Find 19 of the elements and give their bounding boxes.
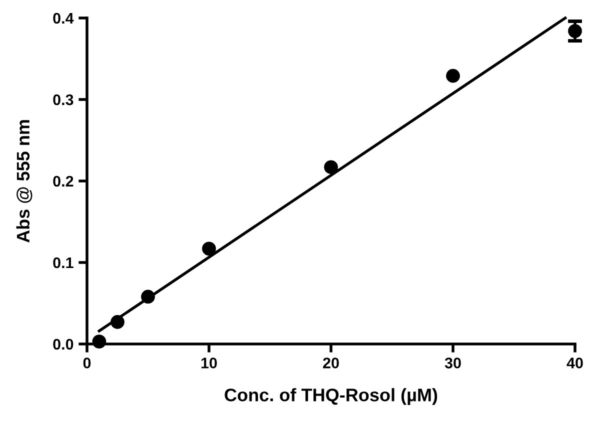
x-tick-label: 40 (566, 358, 583, 368)
y-tick-label: 0.3 (53, 94, 74, 106)
point (141, 290, 155, 304)
y-tick-label: 0.1 (53, 257, 74, 268)
x-axis-title: Conc. of THQ-Rosol (µM) (224, 388, 438, 405)
point (110, 315, 124, 329)
point (568, 24, 582, 38)
y-tick-label: 0.2 (53, 176, 74, 187)
y-axis-title: Abs @ 555 nm (16, 120, 32, 243)
x-tick-label: 0 (83, 358, 91, 368)
point (92, 334, 106, 348)
x-tick-label: 20 (323, 358, 339, 368)
y-tick-label: 0.4 (53, 12, 74, 24)
x-tick-label: 10 (201, 358, 217, 368)
point (446, 68, 460, 83)
y-tick-label: 0.0 (53, 338, 74, 350)
x-tick-label: 30 (444, 358, 461, 368)
point (324, 160, 338, 174)
point (202, 242, 216, 256)
